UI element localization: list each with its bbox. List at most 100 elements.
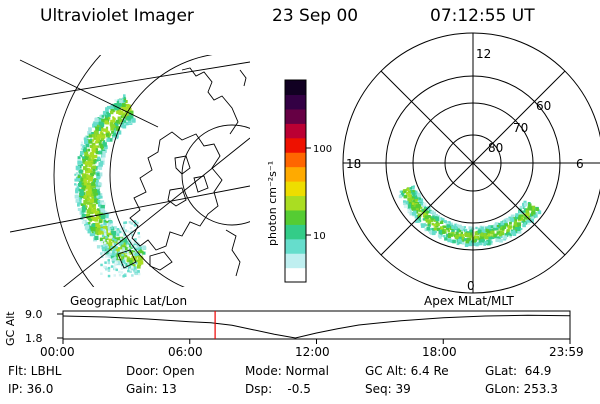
aurora-pixel (110, 119, 114, 123)
aurora-pixel (114, 103, 119, 108)
aurora-pixel (90, 138, 93, 141)
aurora-pixel (423, 202, 427, 206)
aurora-pixel (415, 199, 418, 202)
colorbar-cell (285, 108, 306, 124)
aurora-pixel (115, 268, 118, 272)
aurora-pixel (139, 253, 143, 256)
aurora-pixel (131, 255, 135, 259)
aurora-pixel (430, 210, 434, 214)
aurora-pixel (88, 177, 93, 182)
aurora-pixel (101, 118, 105, 123)
aurora-pixel (129, 115, 134, 120)
aurora-pixel (403, 200, 406, 203)
aurora-pixel (439, 236, 442, 239)
aurora-pixel (422, 205, 425, 208)
aurora-pixel (137, 272, 141, 276)
aurora-pixel (96, 215, 100, 219)
aurora-pixel (100, 152, 104, 155)
aurora-pixel (108, 255, 112, 259)
aurora-pixel (498, 236, 501, 239)
aurora-pixel (437, 217, 442, 222)
aurora-pixel (104, 261, 107, 264)
aurora-pixel (115, 126, 120, 131)
aurora-pixel (480, 239, 484, 243)
aurora-pixel (524, 216, 527, 220)
aurora-pixel (131, 118, 136, 123)
aurora-pixel (91, 132, 95, 136)
aurora-pixel (523, 200, 527, 204)
aurora-pixel (87, 197, 91, 201)
aurora-pixel (446, 224, 451, 228)
mlt-label-12: 12 (476, 47, 491, 61)
aurora-pixel (486, 230, 491, 235)
aurora-pixel (486, 241, 491, 246)
mlat-label-60: 60 (536, 99, 551, 113)
aurora-pixel (97, 200, 101, 203)
aurora-pixel (415, 204, 420, 209)
aurora-pixel (102, 140, 106, 143)
aurora-pixel (87, 148, 91, 152)
aurora-pixel (502, 225, 506, 229)
aurora-pixel (108, 138, 113, 142)
aurora-pixel (103, 230, 107, 233)
aurora-pixel (114, 99, 117, 102)
aurora-pixel (419, 202, 422, 205)
aurora-pixel (499, 238, 503, 243)
aurora-pixel (412, 195, 415, 199)
aurora-pixel (448, 232, 451, 235)
aurora-pixel (498, 222, 502, 226)
aurora-pixel (98, 121, 103, 126)
aurora-pixel (425, 213, 429, 216)
aurora-pixel (122, 275, 125, 278)
aurora-pixel (101, 230, 105, 234)
aurora-pixel (125, 121, 129, 126)
aurora-pixel (117, 240, 120, 243)
aurora-pixel (93, 189, 98, 193)
aurora-pixel (88, 134, 92, 138)
aurora-pixel (104, 246, 108, 249)
aurora-pixel (98, 231, 102, 235)
aurora-pixel (485, 241, 488, 244)
aurora-pixel (100, 224, 103, 227)
aurora-pixel (475, 239, 478, 242)
aurora-pixel (95, 222, 100, 227)
aurora-pixel (109, 122, 114, 126)
aurora-pixel (96, 194, 101, 199)
aurora-pixel (110, 235, 113, 238)
aurora-pixel (442, 230, 446, 234)
aurora-pixel (120, 115, 124, 118)
aurora-pixel (107, 269, 111, 272)
aurora-pixel (113, 242, 117, 246)
aurora-pixel (469, 236, 472, 239)
aurora-pixel (521, 220, 524, 223)
aurora-pixel (483, 243, 487, 246)
aurora-pixel (439, 220, 444, 224)
apex-panel-label: Apex MLat/MLT (424, 294, 514, 308)
aurora-pixel (118, 243, 122, 246)
aurora-pixel (460, 236, 465, 241)
aurora-pixel (401, 193, 404, 196)
aurora-pixel (95, 179, 99, 183)
aurora-pixel (100, 208, 105, 213)
aurora-pixel (500, 221, 504, 226)
aurora-pixel (447, 229, 451, 233)
aurora-pixel (514, 230, 518, 234)
aurora-pixel (514, 225, 519, 230)
aurora-pixel (118, 270, 121, 274)
aurora-pixel (520, 228, 523, 230)
aurora-pixel (110, 254, 115, 259)
aurora-pixel (80, 141, 83, 144)
aurora-pixel (100, 147, 104, 150)
aurora-pixel (420, 201, 424, 206)
aurora-pixel (490, 236, 494, 240)
aurora-pixel (116, 100, 122, 106)
aurora-pixel (77, 203, 80, 207)
aurora-pixel (112, 249, 115, 252)
aurora-pixel (77, 207, 81, 211)
aurora-pixel (444, 237, 448, 241)
aurora-pixel (99, 237, 104, 242)
aurora-pixel (412, 193, 416, 197)
aurora-pixel (123, 94, 126, 97)
aurora-pixel (81, 164, 84, 167)
